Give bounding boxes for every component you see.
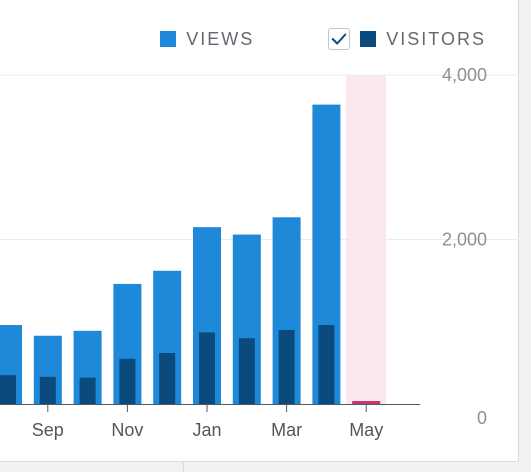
visitors-bar-mar bbox=[278, 329, 295, 404]
visitors-bar-nov bbox=[119, 358, 136, 404]
x-tick-label: Mar bbox=[271, 420, 302, 440]
stats-chart-panel: VIEWS VISITORS Sep Nov Jan Mar May 0 2,000 4,00… bbox=[0, 0, 519, 462]
visitors-bar-may bbox=[352, 401, 381, 404]
y-tick-label: 0 bbox=[477, 408, 487, 428]
checkmark-icon bbox=[332, 33, 347, 45]
x-tick-label: May bbox=[349, 420, 383, 440]
y-tick-label: 2,000 bbox=[442, 230, 487, 250]
visitors-bar-feb bbox=[238, 338, 255, 404]
legend-visitors-label: VISITORS bbox=[386, 28, 486, 49]
visitors-bar-jan bbox=[199, 332, 215, 404]
visitors-toggle-checkbox[interactable] bbox=[328, 28, 351, 50]
x-tick-label: Nov bbox=[111, 420, 143, 440]
y-tick-label: 4,000 bbox=[442, 65, 487, 85]
bottom-strip bbox=[0, 462, 531, 472]
chart-legend: VIEWS VISITORS bbox=[160, 28, 486, 50]
chart-svg: Sep Nov Jan Mar May 0 2,000 4,000 bbox=[0, 65, 519, 440]
visitors-bar-sep bbox=[39, 376, 56, 404]
legend-visitors: VISITORS bbox=[360, 29, 486, 50]
legend-views: VIEWS bbox=[160, 29, 254, 50]
x-tick-label: Jan bbox=[192, 420, 221, 440]
x-tick-label: Sep bbox=[32, 420, 64, 440]
visitors-bar-apr bbox=[318, 325, 335, 404]
bar-chart: Sep Nov Jan Mar May 0 2,000 4,000 bbox=[0, 65, 519, 440]
visitors-bar-dec bbox=[159, 353, 176, 404]
bottom-separator bbox=[183, 462, 184, 472]
visitors-bar-oct bbox=[79, 377, 96, 404]
visitors-swatch-icon bbox=[360, 31, 377, 47]
views-swatch-icon bbox=[160, 31, 177, 47]
legend-views-label: VIEWS bbox=[186, 28, 255, 49]
visitors-bar-aug bbox=[0, 375, 16, 404]
